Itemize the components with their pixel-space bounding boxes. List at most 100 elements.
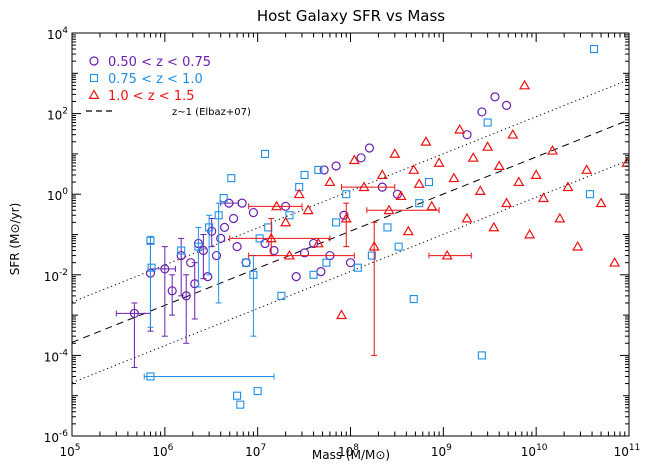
triangle-marker [572, 240, 584, 251]
data-point [345, 258, 356, 268]
circle-marker [237, 198, 247, 208]
triangle-marker [519, 79, 531, 90]
square-marker [314, 165, 323, 174]
triangle-marker [271, 200, 283, 211]
x-tick-label: 105 [59, 443, 80, 459]
circle-marker [216, 233, 226, 244]
data-point [322, 258, 331, 267]
data-point [177, 246, 186, 255]
square-marker [342, 190, 351, 199]
triangle-marker [358, 181, 370, 192]
data-point [368, 221, 380, 356]
data-point [232, 242, 242, 252]
data-point [454, 123, 466, 134]
data-point [291, 272, 301, 282]
data-point [353, 263, 362, 272]
circle-marker [224, 198, 234, 208]
square-marker [415, 199, 424, 208]
data-point [488, 221, 500, 232]
legend-label: 0.50 < z < 0.75 [108, 55, 211, 70]
data-point [308, 238, 319, 249]
data-point [467, 152, 479, 162]
triangle-marker [501, 197, 513, 208]
data-point [216, 233, 226, 244]
triangle-marker [413, 178, 425, 188]
square-marker [383, 223, 392, 232]
square-marker [394, 242, 403, 251]
data-point [507, 128, 519, 139]
triangle-marker [420, 136, 432, 146]
data-point [194, 226, 203, 288]
triangle-marker [507, 128, 519, 139]
data-point [248, 200, 303, 211]
square-marker [177, 246, 186, 255]
circle-marker [299, 248, 310, 258]
triangle-marker [595, 197, 607, 208]
legend-item: 1.0 < z < 1.5 [88, 89, 195, 104]
circle-marker [291, 272, 301, 282]
data-point [293, 188, 305, 199]
data-point [413, 178, 425, 188]
data-point [285, 211, 294, 220]
square-marker [585, 190, 595, 199]
y-tick-label: 104 [47, 26, 68, 42]
triangle-marker [348, 154, 360, 165]
data-point [143, 372, 275, 381]
square-marker [194, 242, 203, 251]
data-point [595, 197, 607, 208]
circle-marker [477, 107, 487, 117]
legend-item: z~1 (Elbaz+07) [86, 107, 251, 118]
data-point [331, 161, 341, 171]
data-point [524, 228, 536, 239]
data-point [309, 270, 318, 279]
data-point [233, 391, 242, 400]
data-point [312, 237, 324, 248]
y-tick-label: 10-6 [44, 429, 69, 445]
triangle-marker [340, 212, 352, 223]
data-point [248, 249, 355, 260]
triangle-marker [280, 216, 292, 227]
legend-label: 0.75 < z < 1.0 [108, 72, 203, 87]
data-point [482, 141, 494, 151]
triangle-marker [376, 169, 388, 179]
circle-marker [232, 242, 242, 252]
circle-marker [160, 264, 170, 274]
data-point [167, 274, 177, 316]
data-point [376, 169, 388, 179]
data-point [409, 295, 418, 304]
circle-marker [167, 286, 177, 296]
data-point [501, 100, 512, 110]
x-tick-label: 108 [338, 443, 359, 459]
data-point [572, 240, 584, 251]
x-tick-label: 106 [152, 443, 173, 459]
triangle-marker [335, 309, 348, 320]
data-point [339, 210, 349, 220]
square-marker [477, 351, 486, 360]
data-point [585, 190, 595, 199]
data-point [408, 164, 420, 174]
circle-marker [356, 153, 366, 163]
axes: 105 106 107 108 109 1010 1011 10-6 10-4 10-2 100 10… [44, 26, 641, 459]
data-point [501, 197, 513, 208]
series-triangle [229, 79, 629, 356]
data-point [319, 165, 329, 175]
data-point [340, 202, 352, 248]
data-point [214, 202, 223, 304]
triangle-marker [537, 192, 550, 203]
triangle-marker [383, 204, 395, 215]
circle-marker [269, 245, 279, 256]
square-marker [424, 178, 434, 187]
circle-marker [211, 250, 222, 261]
legend-label: z~1 (Elbaz+07) [172, 107, 251, 118]
triangle-marker [302, 204, 314, 215]
triangle-marker [265, 232, 277, 243]
triangle-marker [368, 240, 380, 251]
data-point [420, 136, 432, 146]
data-point [260, 149, 270, 158]
data-point [356, 153, 366, 163]
data-point [314, 165, 323, 174]
data-point [176, 237, 186, 297]
data-point [236, 400, 245, 409]
